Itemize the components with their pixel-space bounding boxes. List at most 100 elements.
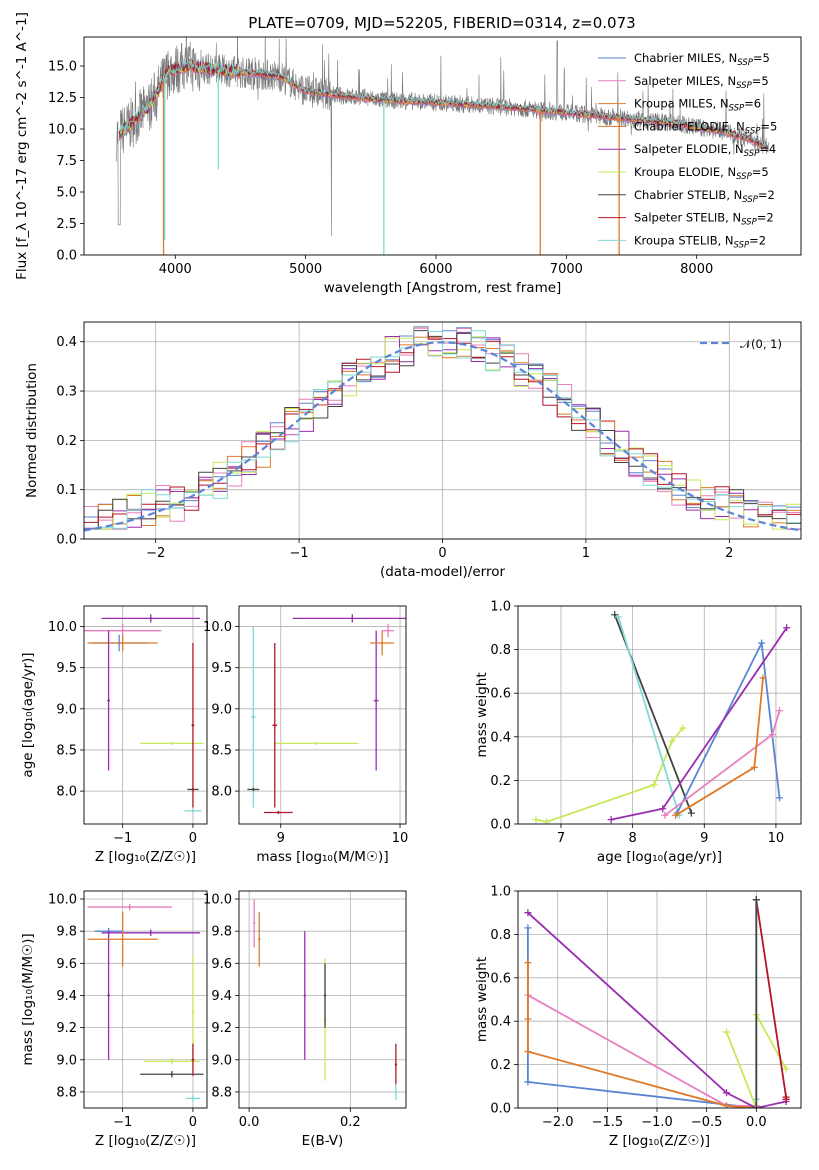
- x-tick-label: 10: [392, 831, 409, 846]
- y-tick-label: 9.4: [211, 989, 232, 1004]
- weight_vs_Z-axes: −2.0 −1.5 −1.0 −0.5 0.0 0.0 0.2 0.4 0.6 0.8 1.0 Z […: [474, 885, 801, 1149]
- y-tick-label: 0.4: [490, 730, 511, 745]
- age_vs_mass-ticks: 9 10 8.0 8.5 9.0 9.5 10.0: [203, 620, 408, 846]
- legend-label: Salpeter MILES, NSSP=5: [634, 74, 769, 91]
- y-tick-label: 8.8: [56, 1085, 77, 1100]
- mass_vs_Z-points: [87, 903, 204, 1102]
- y-tick-label: 9.0: [211, 1053, 232, 1068]
- salpeter_elodie-weight-line: [527, 912, 787, 1108]
- y-tick-label: 9.6: [211, 957, 232, 972]
- mass_vs_Z-frame: [83, 890, 208, 1109]
- weight_vs_Z-ylabel: mass weight: [474, 957, 490, 1042]
- spectrum-axes: 4000 5000 6000 7000 8000 0.0 2.5 5.0 7.5 10.0 12.5…: [14, 12, 713, 296]
- plus-marker: [532, 816, 540, 824]
- y-tick-label: 9.2: [211, 1021, 232, 1036]
- plus-marker: [782, 1065, 790, 1073]
- data-point: [191, 1097, 195, 1100]
- weight_vs_Z-lines: [524, 896, 790, 1108]
- x-tick-label: 7: [557, 831, 565, 846]
- plus-marker: [543, 818, 551, 824]
- x-tick-label: 2: [725, 546, 733, 561]
- mass_vs_Z-ticks: −1 0 8.8 9.0 9.2 9.4 9.6 9.8 10.0: [48, 893, 197, 1130]
- mass_vs_EBV-axes: 0.0 0.2 8.8 9.0 9.2 9.4 9.6 9.8 10.0 E(B-V): [203, 891, 406, 1149]
- weight_vs_age-lines: [532, 611, 791, 824]
- legend-label: Chabrier MILES, NSSP=5: [634, 51, 770, 68]
- plus-marker: [672, 811, 680, 819]
- plus-marker: [759, 674, 767, 682]
- y-tick-label: 9.5: [56, 661, 77, 676]
- residuals-ticks: −2 −1 0 1 2 0.0 0.1 0.2 0.3 0.4: [56, 335, 733, 561]
- age_vs_mass-points: [247, 614, 406, 815]
- x-tick-label: 0: [189, 831, 197, 846]
- y-tick-label: 12.5: [48, 91, 77, 106]
- y-tick-label: 9.0: [56, 702, 77, 717]
- x-tick-label: 5000: [289, 262, 322, 277]
- data-point: [107, 699, 110, 702]
- data-point: [170, 1073, 174, 1076]
- x-tick-label: 1: [582, 546, 590, 561]
- age_vs_Z-ticks: −1 0 8.0 8.5 9.0 9.5 10.0: [48, 620, 197, 846]
- histogram-steps: [84, 325, 801, 532]
- y-tick-label: 10.0: [48, 122, 77, 137]
- age_vs_Z-axes: −1 0 8.0 8.5 9.0 9.5 10.0 Z [log₁₀(Z/Z☉)] age [l…: [20, 606, 207, 865]
- y-tick-label: 1.0: [490, 600, 511, 615]
- legend-label: Kroupa ELODIE, NSSP=5: [634, 165, 769, 182]
- plus-marker: [750, 763, 758, 771]
- x-tick-label: −1: [113, 1115, 132, 1130]
- y-tick-label: 10.0: [48, 893, 77, 908]
- legend-label: Kroupa MILES, NSSP=6: [634, 97, 761, 114]
- data-point: [394, 1063, 398, 1066]
- y-tick-label: 0.4: [490, 1015, 511, 1030]
- y-tick-label: 0.0: [490, 1102, 511, 1117]
- weight_vs_age-ylabel: mass weight: [474, 672, 490, 757]
- data-point: [273, 724, 276, 727]
- data-point: [128, 905, 131, 909]
- plus-marker: [661, 811, 669, 819]
- plus-marker: [782, 1095, 790, 1103]
- y-tick-label: 8.0: [211, 785, 232, 800]
- data-point: [252, 715, 255, 719]
- plus-marker: [611, 611, 619, 619]
- plus-marker: [752, 896, 760, 904]
- plus-marker: [524, 924, 532, 932]
- spectrum-xlabel: wavelength [Angstrom, rest frame]: [324, 280, 562, 296]
- y-tick-label: 9.4: [56, 989, 77, 1004]
- y-tick-label: 10.0: [203, 620, 232, 635]
- x-tick-label: 8: [628, 831, 636, 846]
- data-point: [170, 742, 174, 745]
- mass_vs_EBV-frame: [238, 890, 407, 1109]
- y-tick-label: 9.8: [56, 925, 77, 940]
- plus-marker: [752, 1104, 760, 1108]
- weight_vs_age-ticks: 7 8 9 10 0.0 0.2 0.4 0.6 0.8 1.0: [490, 600, 784, 847]
- plus-marker: [524, 909, 532, 917]
- plus-marker: [607, 816, 615, 824]
- y-tick-label: 0.0: [490, 818, 511, 833]
- x-tick-label: 10: [768, 831, 785, 846]
- weight_vs_age-frame: [517, 605, 802, 825]
- x-tick-label: −1: [290, 546, 309, 561]
- x-tick-label: −2: [146, 546, 165, 561]
- x-tick-label: 0.0: [746, 1115, 767, 1130]
- figure-title: PLATE=0709, MJD=52205, FIBERID=0314, z=0…: [248, 14, 635, 32]
- y-tick-label: 2.5: [56, 217, 77, 232]
- weight_vs_Z-frame: [517, 890, 802, 1109]
- kroupa_miles-histogram: [84, 336, 801, 530]
- data-point: [258, 938, 261, 941]
- plus-marker: [524, 959, 532, 967]
- plus-marker: [524, 1015, 532, 1023]
- weight_vs_Z-ticks: −2.0 −1.5 −1.0 −0.5 0.0 0.0 0.2 0.4 0.6 0.8 1.0: [490, 885, 766, 1131]
- normal-curve-line: [84, 341, 801, 532]
- x-tick-label: 0: [438, 546, 446, 561]
- data-point: [191, 1010, 195, 1013]
- x-tick-label: 9: [700, 831, 708, 846]
- age_vs_mass-xlabel: mass [log₁₀(M/M☉)]: [256, 849, 388, 865]
- y-tick-label: 9.2: [56, 1021, 77, 1036]
- legend-label: Salpeter STELIB, NSSP=2: [634, 211, 774, 228]
- age_vs_mass-axes: 9 10 8.0 8.5 9.0 9.5 10.0 mass [log₁₀(M/M☉)]: [203, 606, 408, 865]
- y-tick-label: 15.0: [48, 59, 77, 74]
- data-point: [252, 788, 255, 791]
- age_vs_Z-points: [84, 614, 204, 813]
- data-point: [121, 938, 124, 941]
- data-point: [380, 641, 384, 645]
- y-tick-label: 9.0: [211, 702, 232, 717]
